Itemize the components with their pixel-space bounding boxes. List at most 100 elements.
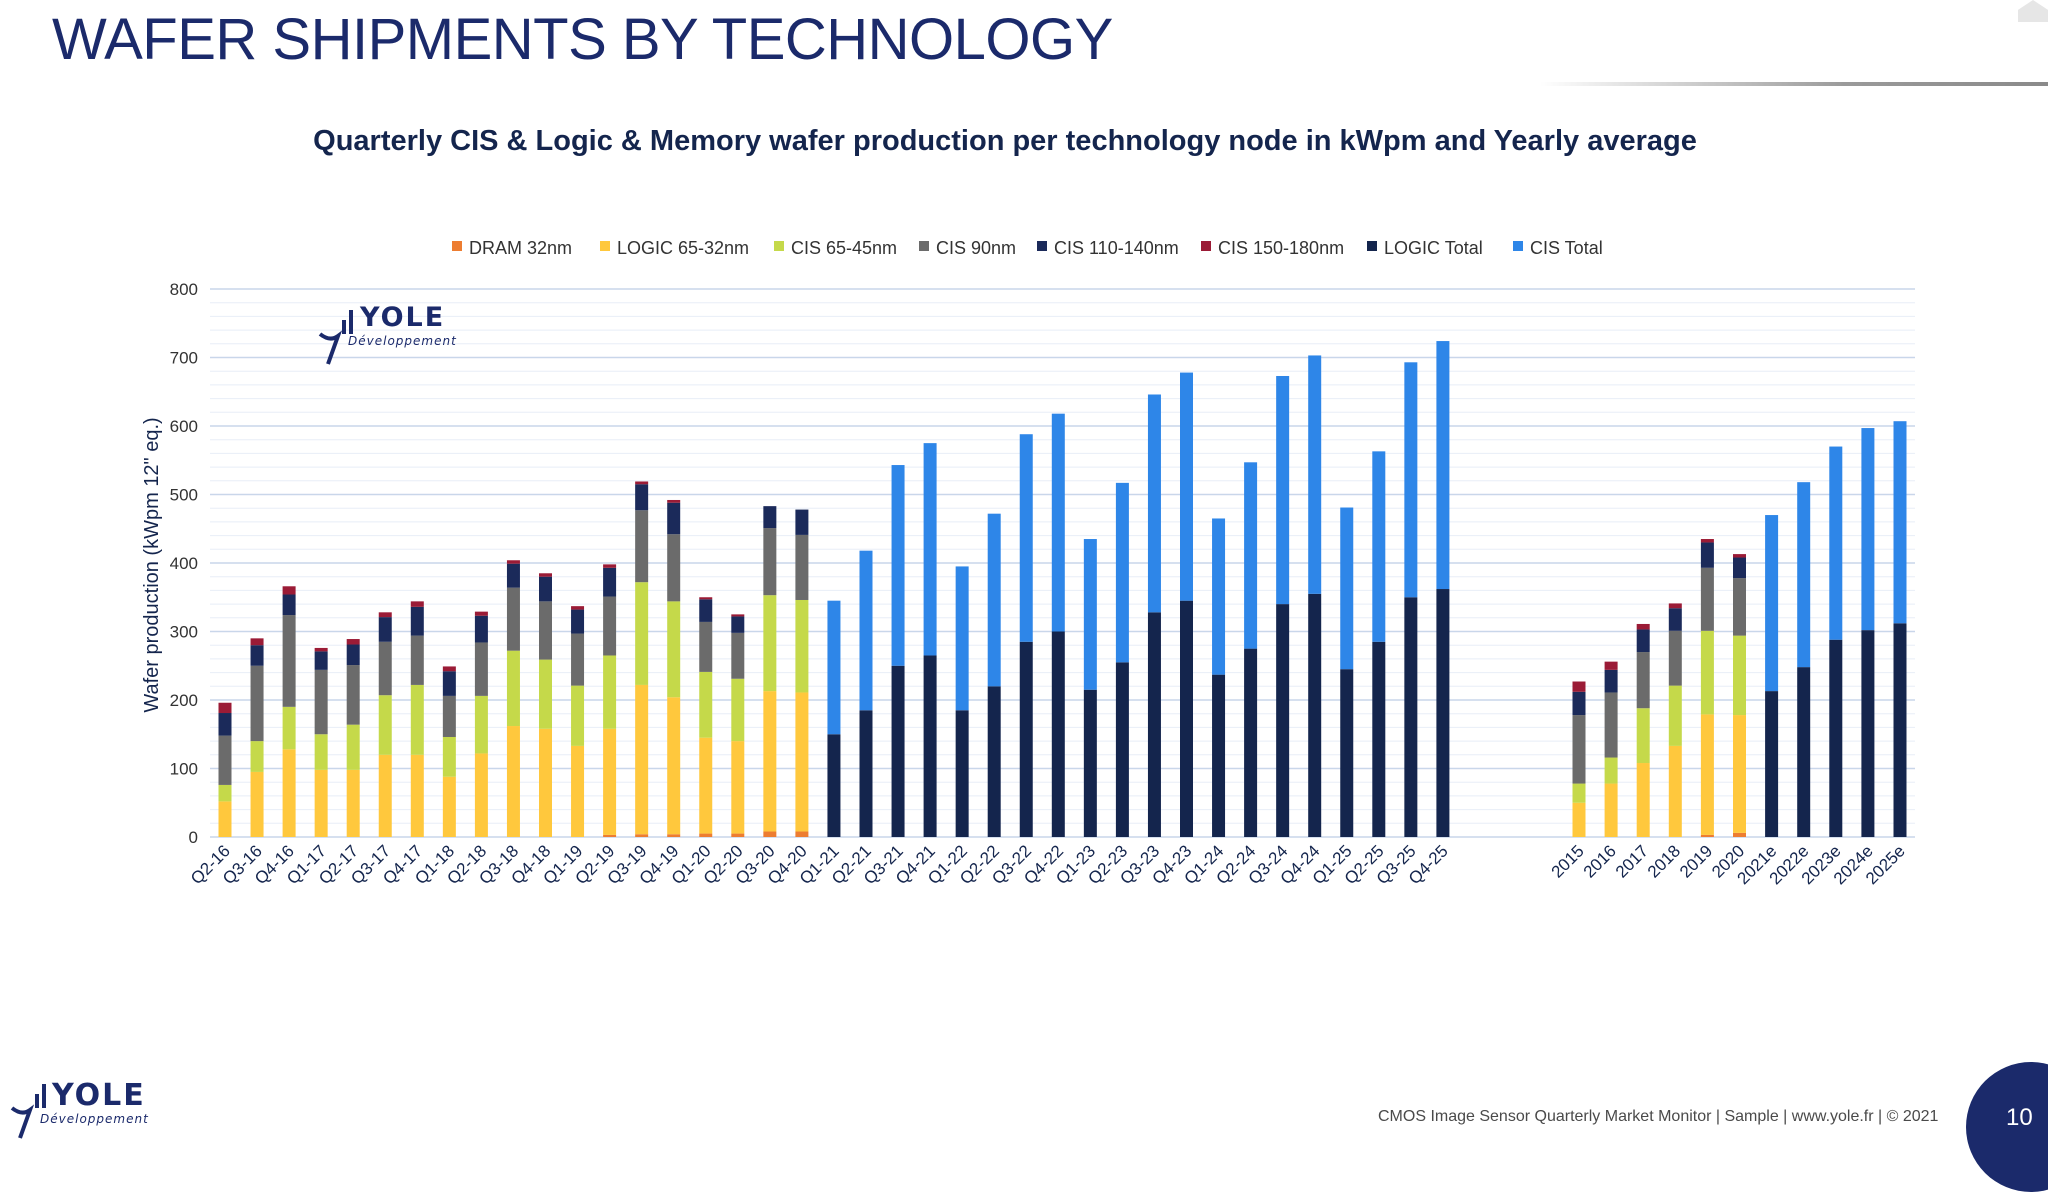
bar-2016-cis-150-180nm (1604, 661, 1618, 670)
bar-q2-19-cis-110-140nm (603, 567, 617, 597)
legend-label-logic-total: LOGIC Total (1384, 238, 1483, 258)
bar-q2-18-cis-150-180nm (474, 611, 488, 616)
bar-q1-21-cis-total (827, 600, 841, 735)
bar-q3-16-cis-90nm (250, 665, 264, 742)
bar-2018-cis-90nm (1668, 630, 1682, 686)
bar-q1-20-cis-110-140nm (699, 599, 713, 622)
bar-q1-20-cis-150-180nm (699, 597, 713, 600)
legend-swatch-cis-total (1513, 241, 1523, 251)
bar-q2-19-cis-150-180nm (603, 564, 617, 568)
bar-series (218, 341, 1907, 837)
bar-q3-19-cis-150-180nm (635, 481, 649, 485)
bar-q4-23-cis-total (1180, 372, 1193, 601)
bar-q2-16-cis-65-45nm (218, 784, 232, 802)
bar-q4-17-logic-65-32nm (410, 754, 424, 837)
bar-q2-22-logic-total (987, 686, 1001, 837)
bar-q2-23-cis-total (1115, 482, 1129, 663)
bar-2020-cis-110-140nm (1733, 557, 1746, 579)
bar-q3-19-cis-90nm (635, 510, 649, 583)
y-axis-ticks: 0 100 200 300 400 500 600 700 800 (170, 280, 198, 847)
bar-q3-20-cis-65-45nm (763, 595, 777, 692)
bar-q2-19-dram-32nm (603, 834, 617, 837)
home-icon[interactable] (2018, 0, 2048, 22)
x-tick-label: 2019 (1676, 841, 1716, 881)
bar-q3-17-cis-90nm (378, 641, 392, 696)
bar-q1-22-logic-total (955, 710, 969, 837)
bar-2024e-cis-total (1861, 428, 1875, 631)
bar-q2-25-logic-total (1372, 641, 1386, 837)
bar-q1-19-cis-110-140nm (571, 609, 585, 634)
y-tick-label: 300 (170, 623, 198, 642)
bar-q3-18-cis-65-45nm (506, 650, 520, 727)
page-number: 10 (2006, 1104, 2033, 1131)
bar-q3-17-cis-65-45nm (378, 695, 392, 755)
bar-q4-18-cis-110-140nm (539, 576, 552, 602)
y-tick-label: 700 (170, 349, 198, 368)
bar-2020-logic-65-32nm (1733, 715, 1746, 833)
bar-q3-22-cis-total (1019, 434, 1033, 642)
bar-q1-19-cis-65-45nm (571, 685, 585, 746)
bar-2015-cis-110-140nm (1572, 691, 1586, 716)
bar-q4-20-logic-65-32nm (795, 692, 809, 832)
y-tick-label: 600 (170, 417, 198, 436)
bar-q3-16-cis-150-180nm (250, 638, 264, 646)
legend-label-cis-90nm: CIS 90nm (936, 238, 1016, 258)
bar-q3-21-logic-total (891, 665, 905, 837)
bar-q4-20-cis-65-45nm (795, 599, 809, 693)
bar-q3-19-cis-110-140nm (635, 484, 649, 511)
bar-q4-23-logic-total (1180, 600, 1193, 837)
bar-q2-21-logic-total (859, 710, 873, 837)
bar-2016-cis-110-140nm (1604, 669, 1618, 693)
bar-2018-cis-150-180nm (1668, 603, 1682, 609)
bar-q4-16-cis-90nm (282, 615, 296, 707)
bar-2025e-cis-total (1893, 421, 1907, 624)
bar-q2-20-cis-150-180nm (731, 614, 745, 617)
bar-2019-cis-90nm (1700, 567, 1714, 631)
bar-q2-19-cis-90nm (603, 596, 617, 656)
bar-q1-19-cis-150-180nm (571, 606, 585, 610)
legend-swatch-dram-32nm (452, 241, 462, 251)
bar-q4-22-logic-total (1051, 631, 1065, 837)
bar-2022e-logic-total (1797, 667, 1811, 837)
y-tick-label: 500 (170, 486, 198, 505)
bar-q1-17-cis-110-140nm (314, 651, 328, 670)
footer-text: CMOS Image Sensor Quarterly Market Monit… (1378, 1108, 1939, 1125)
bar-2019-cis-110-140nm (1700, 542, 1714, 568)
bar-q2-18-logic-65-32nm (474, 753, 488, 837)
bar-2015-cis-65-45nm (1572, 783, 1586, 803)
bar-q4-24-logic-total (1308, 593, 1322, 837)
bar-2017-cis-90nm (1636, 652, 1650, 709)
bar-q4-25-cis-total (1436, 341, 1450, 590)
bar-q4-20-dram-32nm (795, 831, 809, 837)
bar-q3-25-cis-total (1404, 362, 1418, 598)
bar-q2-18-cis-90nm (474, 642, 488, 696)
bar-2018-cis-65-45nm (1668, 685, 1682, 746)
chart-title: Quarterly CIS & Logic & Memory wafer pro… (313, 125, 1697, 157)
x-tick-label: 2018 (1644, 841, 1684, 881)
bar-q2-24-logic-total (1244, 648, 1258, 837)
bar-q1-18-cis-90nm (442, 695, 456, 737)
bar-q4-19-logic-65-32nm (667, 697, 681, 835)
bar-q4-22-cis-total (1051, 413, 1065, 632)
bar-q3-18-cis-110-140nm (506, 563, 520, 588)
bar-q2-20-logic-65-32nm (731, 741, 745, 834)
legend-swatch-cis-150-180nm (1201, 241, 1211, 251)
bar-2020-cis-65-45nm (1733, 635, 1746, 716)
bar-2016-cis-90nm (1604, 692, 1618, 758)
bar-q2-24-cis-total (1244, 462, 1258, 649)
bar-q4-16-cis-65-45nm (282, 706, 296, 750)
bar-q1-23-cis-total (1083, 539, 1097, 690)
bar-q1-20-cis-65-45nm (699, 671, 713, 738)
bar-q2-18-cis-65-45nm (474, 695, 488, 754)
bar-q3-17-cis-150-180nm (378, 612, 392, 618)
legend-swatch-cis-110-140nm (1037, 241, 1047, 251)
bar-q3-20-cis-110-140nm (763, 506, 777, 529)
bar-q1-18-logic-65-32nm (442, 776, 456, 837)
bar-2019-dram-32nm (1700, 834, 1714, 837)
bar-q1-17-cis-65-45nm (314, 734, 328, 770)
bar-q4-19-cis-150-180nm (667, 499, 681, 503)
bar-q2-20-cis-65-45nm (731, 678, 745, 742)
bar-q3-21-cis-total (891, 465, 905, 666)
bar-q2-16-cis-90nm (218, 735, 232, 785)
wafer-shipments-chart: Quarterly CIS & Logic & Memory wafer pro… (141, 125, 1915, 888)
